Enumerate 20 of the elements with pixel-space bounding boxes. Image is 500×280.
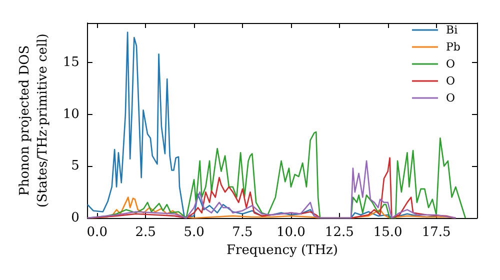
x-tick-label: 12.5	[324, 225, 354, 240]
x-tick-label: 5.0	[184, 225, 204, 240]
legend-label: Pb	[446, 40, 460, 54]
y-tick-label: 15	[62, 54, 80, 70]
legend-label: O	[446, 74, 456, 88]
y-tick-label: 10	[62, 106, 80, 122]
y-axis-title: Phonon projected DOS (States/THz·primitive cell)	[18, 33, 50, 208]
x-tick-label: 15.0	[373, 225, 402, 240]
x-tick-label: 10.0	[276, 225, 306, 240]
line-series	[86, 32, 437, 219]
legend-label: O	[446, 92, 456, 104]
y-tick-label: 5	[71, 158, 80, 174]
legend-label: Bi	[446, 24, 458, 36]
x-tick-label: 0.0	[86, 225, 108, 240]
x-tick-label: 7.5	[232, 225, 253, 240]
x-tick-label: 2.5	[135, 225, 156, 240]
y-tick-label: 0	[71, 210, 80, 226]
x-tick-label: 17.5	[422, 225, 451, 240]
x-axis-title: Frequency (THz)	[226, 243, 338, 258]
legend-label: O	[446, 58, 456, 70]
